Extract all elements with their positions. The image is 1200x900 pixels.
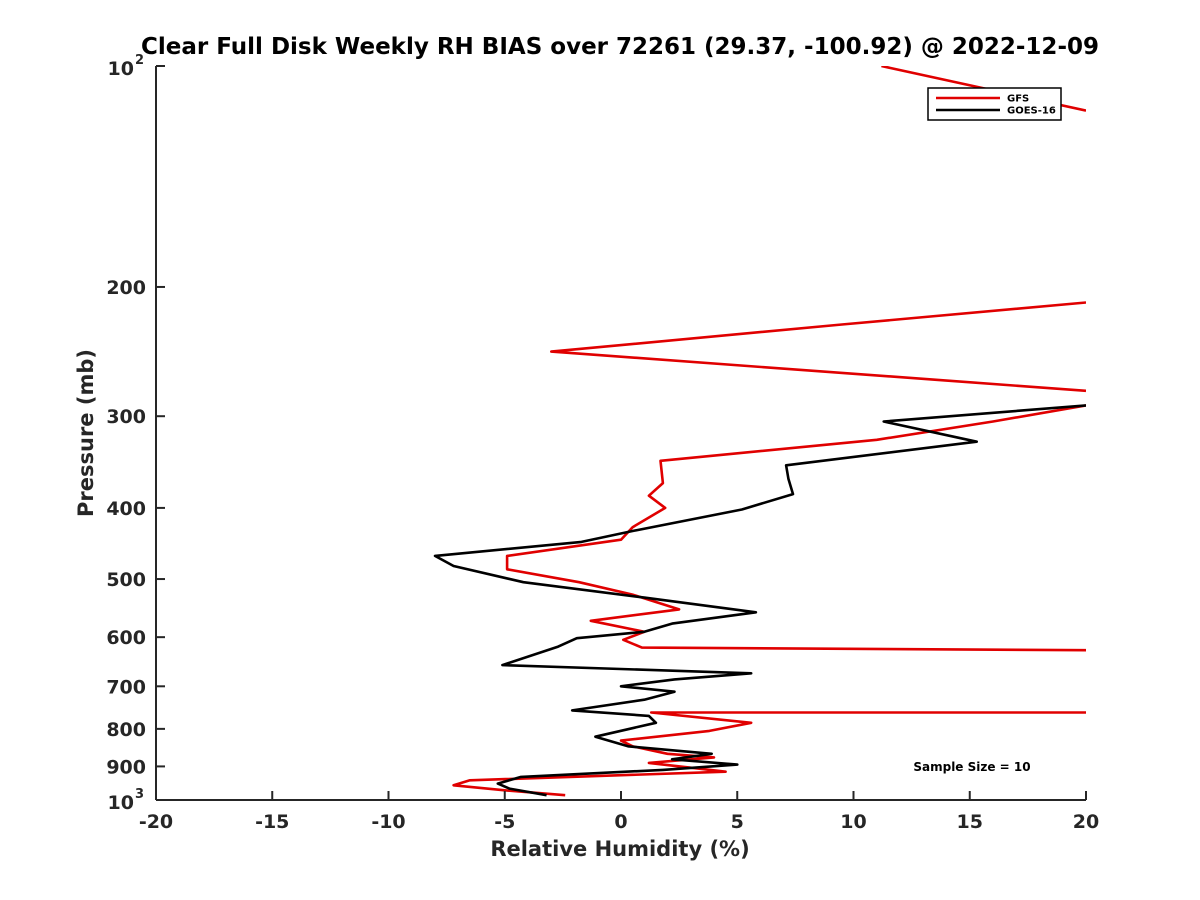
legend-label: GFS (1007, 94, 1029, 105)
x-tick-label: 0 (614, 811, 627, 833)
y-tick-label: 400 (106, 498, 146, 520)
plot-area (433, 66, 1086, 797)
x-tick-label: -20 (139, 811, 173, 833)
y-axis-label: Pressure (mb) (74, 349, 98, 517)
series-line-gfs-2 (505, 404, 1086, 652)
x-axis-label: Relative Humidity (%) (490, 837, 749, 861)
x-tick-label: 20 (1073, 811, 1099, 833)
series-line-goes-16-0 (433, 404, 1086, 797)
y-tick-label: 600 (106, 627, 146, 649)
y-tick-label: 500 (106, 569, 146, 591)
sample-size-annotation: Sample Size = 10 (913, 760, 1030, 774)
y-tick-label: 700 (106, 676, 146, 698)
y-tick-label: 10 2 (108, 53, 145, 80)
legend-box (927, 87, 1062, 121)
y-tick-label: 300 (106, 406, 146, 428)
series-line-gfs-1 (549, 301, 1086, 393)
y-tick-label-base: 10 (108, 58, 134, 80)
y-tick-label-base: 10 (108, 792, 134, 814)
series-line-gfs-3 (452, 711, 1086, 797)
x-tick-label: -15 (255, 811, 289, 833)
x-tick-label: -10 (371, 811, 405, 833)
y-tick-label-exponent: 2 (135, 53, 144, 68)
y-tick-label-exponent: 3 (135, 787, 144, 802)
x-tick-label: 15 (957, 811, 983, 833)
y-tick-label: 800 (106, 719, 146, 741)
x-tick-label: -5 (494, 811, 515, 833)
x-tick-label: 5 (731, 811, 744, 833)
x-tick-label: 10 (840, 811, 866, 833)
y-tick-label: 200 (106, 277, 146, 299)
y-tick-label: 10 3 (108, 787, 145, 814)
legend-label: GOES-16 (1007, 106, 1056, 117)
y-tick-label: 900 (106, 756, 146, 778)
chart-title: Clear Full Disk Weekly RH BIAS over 7226… (141, 34, 1099, 60)
